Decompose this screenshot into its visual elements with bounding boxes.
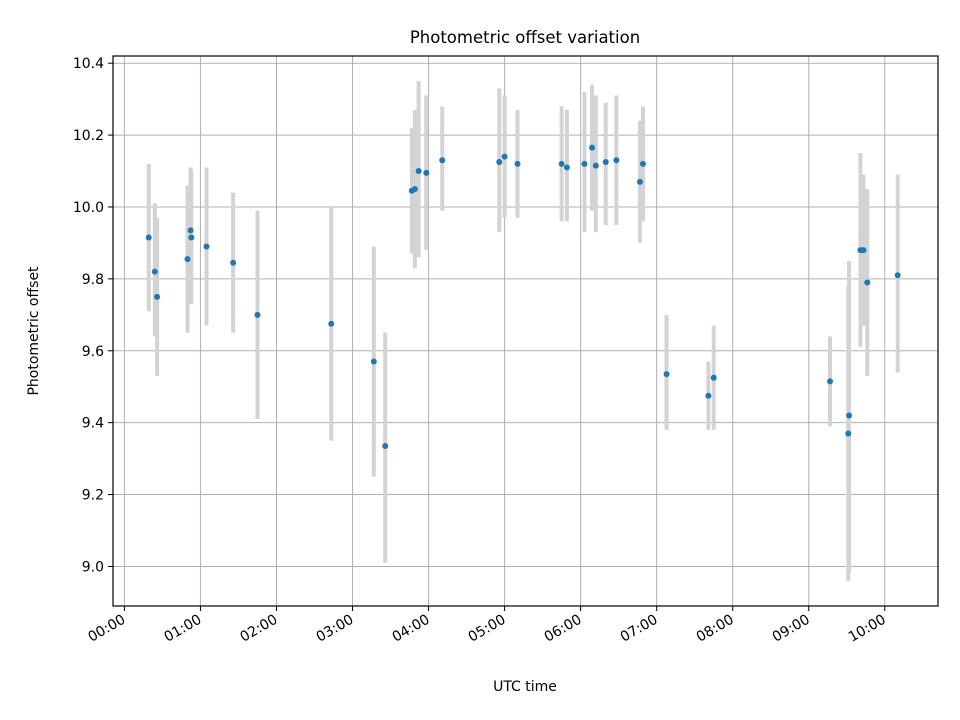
data-points	[145, 144, 901, 450]
chart-title: Photometric offset variation	[410, 28, 640, 47]
y-axis-label: Photometric offset	[26, 266, 42, 396]
y-tick-label: 10.2	[73, 128, 104, 144]
data-point	[187, 227, 194, 234]
data-point	[514, 160, 521, 167]
data-point	[845, 430, 852, 437]
data-point	[370, 358, 377, 365]
data-point	[592, 162, 599, 169]
data-point	[328, 320, 335, 327]
data-point	[602, 159, 609, 166]
data-point	[864, 279, 871, 286]
data-point	[639, 160, 646, 167]
data-point	[188, 234, 195, 241]
data-point	[558, 160, 565, 167]
data-point	[563, 164, 570, 171]
y-tick-label: 9.2	[82, 488, 104, 504]
x-axis-label: UTC time	[493, 679, 557, 695]
data-point	[411, 186, 418, 193]
data-point	[439, 157, 446, 164]
y-tick-label: 9.0	[82, 559, 104, 575]
data-point	[581, 160, 588, 167]
data-point	[710, 374, 717, 381]
data-point	[145, 234, 152, 241]
data-point	[415, 168, 422, 175]
data-point	[846, 412, 853, 419]
y-tick-label: 9.4	[82, 416, 104, 432]
data-point	[636, 178, 643, 185]
y-tick-label: 9.6	[82, 344, 104, 360]
data-point	[154, 293, 161, 300]
data-point	[184, 256, 191, 263]
data-point	[382, 443, 389, 450]
data-point	[254, 311, 261, 318]
data-point	[423, 169, 430, 176]
y-tick-label: 10.0	[73, 200, 104, 216]
data-point	[501, 153, 508, 160]
data-point	[496, 159, 503, 166]
y-axis: 9.0 9.2 9.4 9.6 9.8 10.0 10.2 10.4	[73, 56, 113, 575]
y-tick-label: 9.8	[82, 272, 104, 288]
data-point	[589, 144, 596, 151]
data-point	[151, 268, 158, 275]
data-point	[613, 157, 620, 164]
data-point	[860, 247, 867, 254]
data-point	[705, 392, 712, 399]
y-tick-label: 10.4	[73, 56, 104, 72]
data-point	[230, 259, 237, 266]
plot-frame	[112, 55, 939, 607]
data-point	[894, 272, 901, 279]
data-point	[203, 243, 210, 250]
data-point	[827, 378, 834, 385]
data-point	[663, 371, 670, 378]
